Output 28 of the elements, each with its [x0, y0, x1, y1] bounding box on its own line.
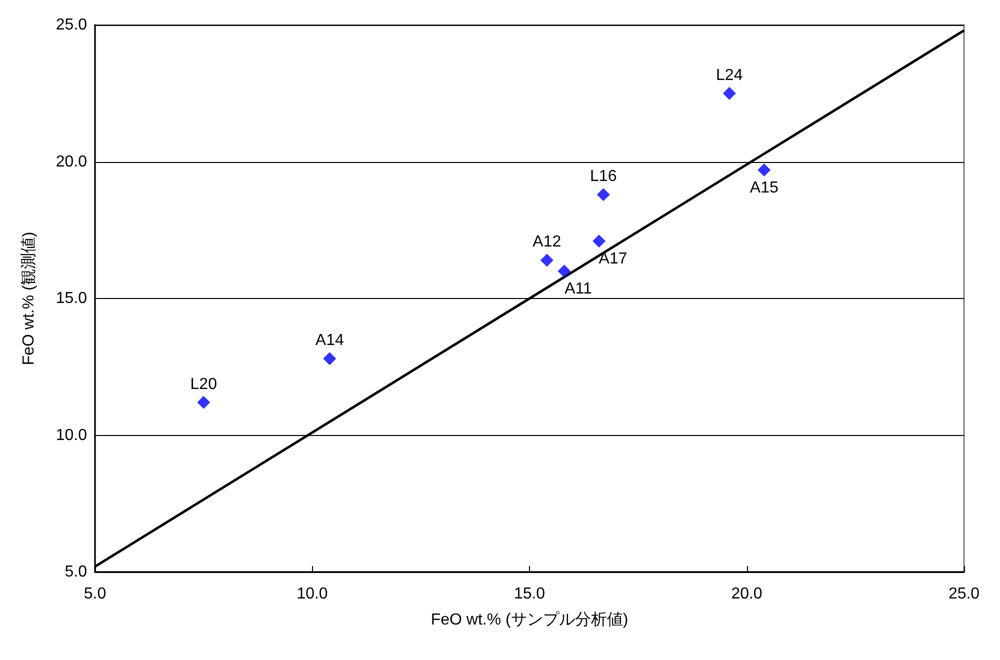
x-tick-label: 5.0 [84, 586, 106, 602]
y-tick-label: 10.0 [56, 426, 88, 444]
annotation: A14 [315, 332, 344, 350]
x-tick-label: 25.0 [948, 586, 980, 602]
annotation: A12 [532, 234, 562, 251]
y-tick-label: 20.0 [56, 153, 88, 170]
annotation: A17 [598, 250, 628, 268]
point [596, 188, 610, 202]
annotation: A15 [750, 179, 778, 196]
y-axis-title: FeO wt.% (観測値) [20, 232, 38, 366]
y-tick-label: 5.0 [64, 564, 88, 580]
y-tick-label: 15.0 [56, 290, 88, 307]
annotation: L20 [190, 376, 218, 393]
x-tick-label: 10.0 [296, 586, 328, 602]
point [540, 254, 554, 267]
point [722, 86, 736, 100]
point [323, 352, 336, 366]
annotation: L16 [590, 168, 617, 186]
point [592, 234, 606, 248]
point [758, 163, 771, 176]
point [558, 264, 571, 278]
point [197, 396, 210, 409]
x-tick-label: 15.0 [514, 586, 546, 602]
x-axis-title: FeO wt.% (サンプル分析値) [430, 610, 628, 628]
y-tick-label: 25.0 [56, 16, 88, 34]
x-tick-label: 20.0 [731, 586, 762, 602]
annotation: A11 [564, 280, 592, 298]
annotation: L24 [716, 66, 743, 84]
